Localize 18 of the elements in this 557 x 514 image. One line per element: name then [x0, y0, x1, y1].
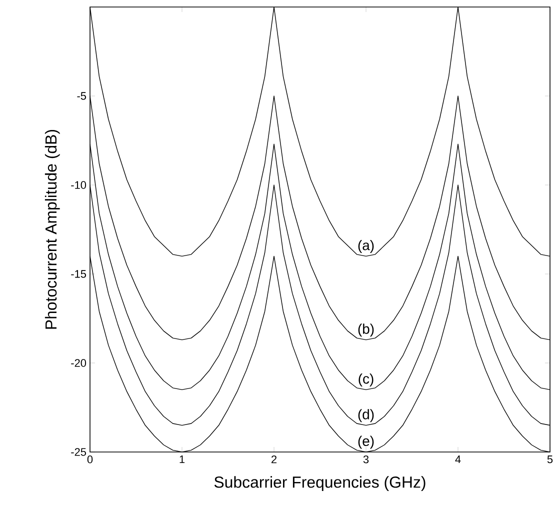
- series-label: (c): [358, 373, 374, 386]
- y-tick-label: -20: [71, 359, 86, 367]
- series-label: (b): [358, 324, 374, 337]
- series-label: (d): [358, 409, 374, 422]
- x-tick-label: 3: [363, 456, 369, 464]
- series-label: (a): [358, 240, 374, 253]
- x-tick-label: 5: [547, 456, 553, 464]
- y-tick-label: -15: [71, 270, 86, 278]
- x-tick-label: 1: [180, 456, 185, 464]
- y-tick-label: -10: [71, 181, 86, 189]
- y-tick-label: -25: [71, 448, 86, 456]
- series-label: (e): [358, 436, 374, 449]
- x-tick-label: 0: [87, 456, 93, 464]
- y-axis-title: Photocurrent Amplitude (dB): [44, 130, 60, 329]
- x-axis-title: Subcarrier Frequencies (GHz): [214, 476, 426, 491]
- x-tick-label: 2: [272, 456, 277, 464]
- x-tick-label: 4: [455, 456, 461, 464]
- y-tick-label: -5: [77, 92, 86, 100]
